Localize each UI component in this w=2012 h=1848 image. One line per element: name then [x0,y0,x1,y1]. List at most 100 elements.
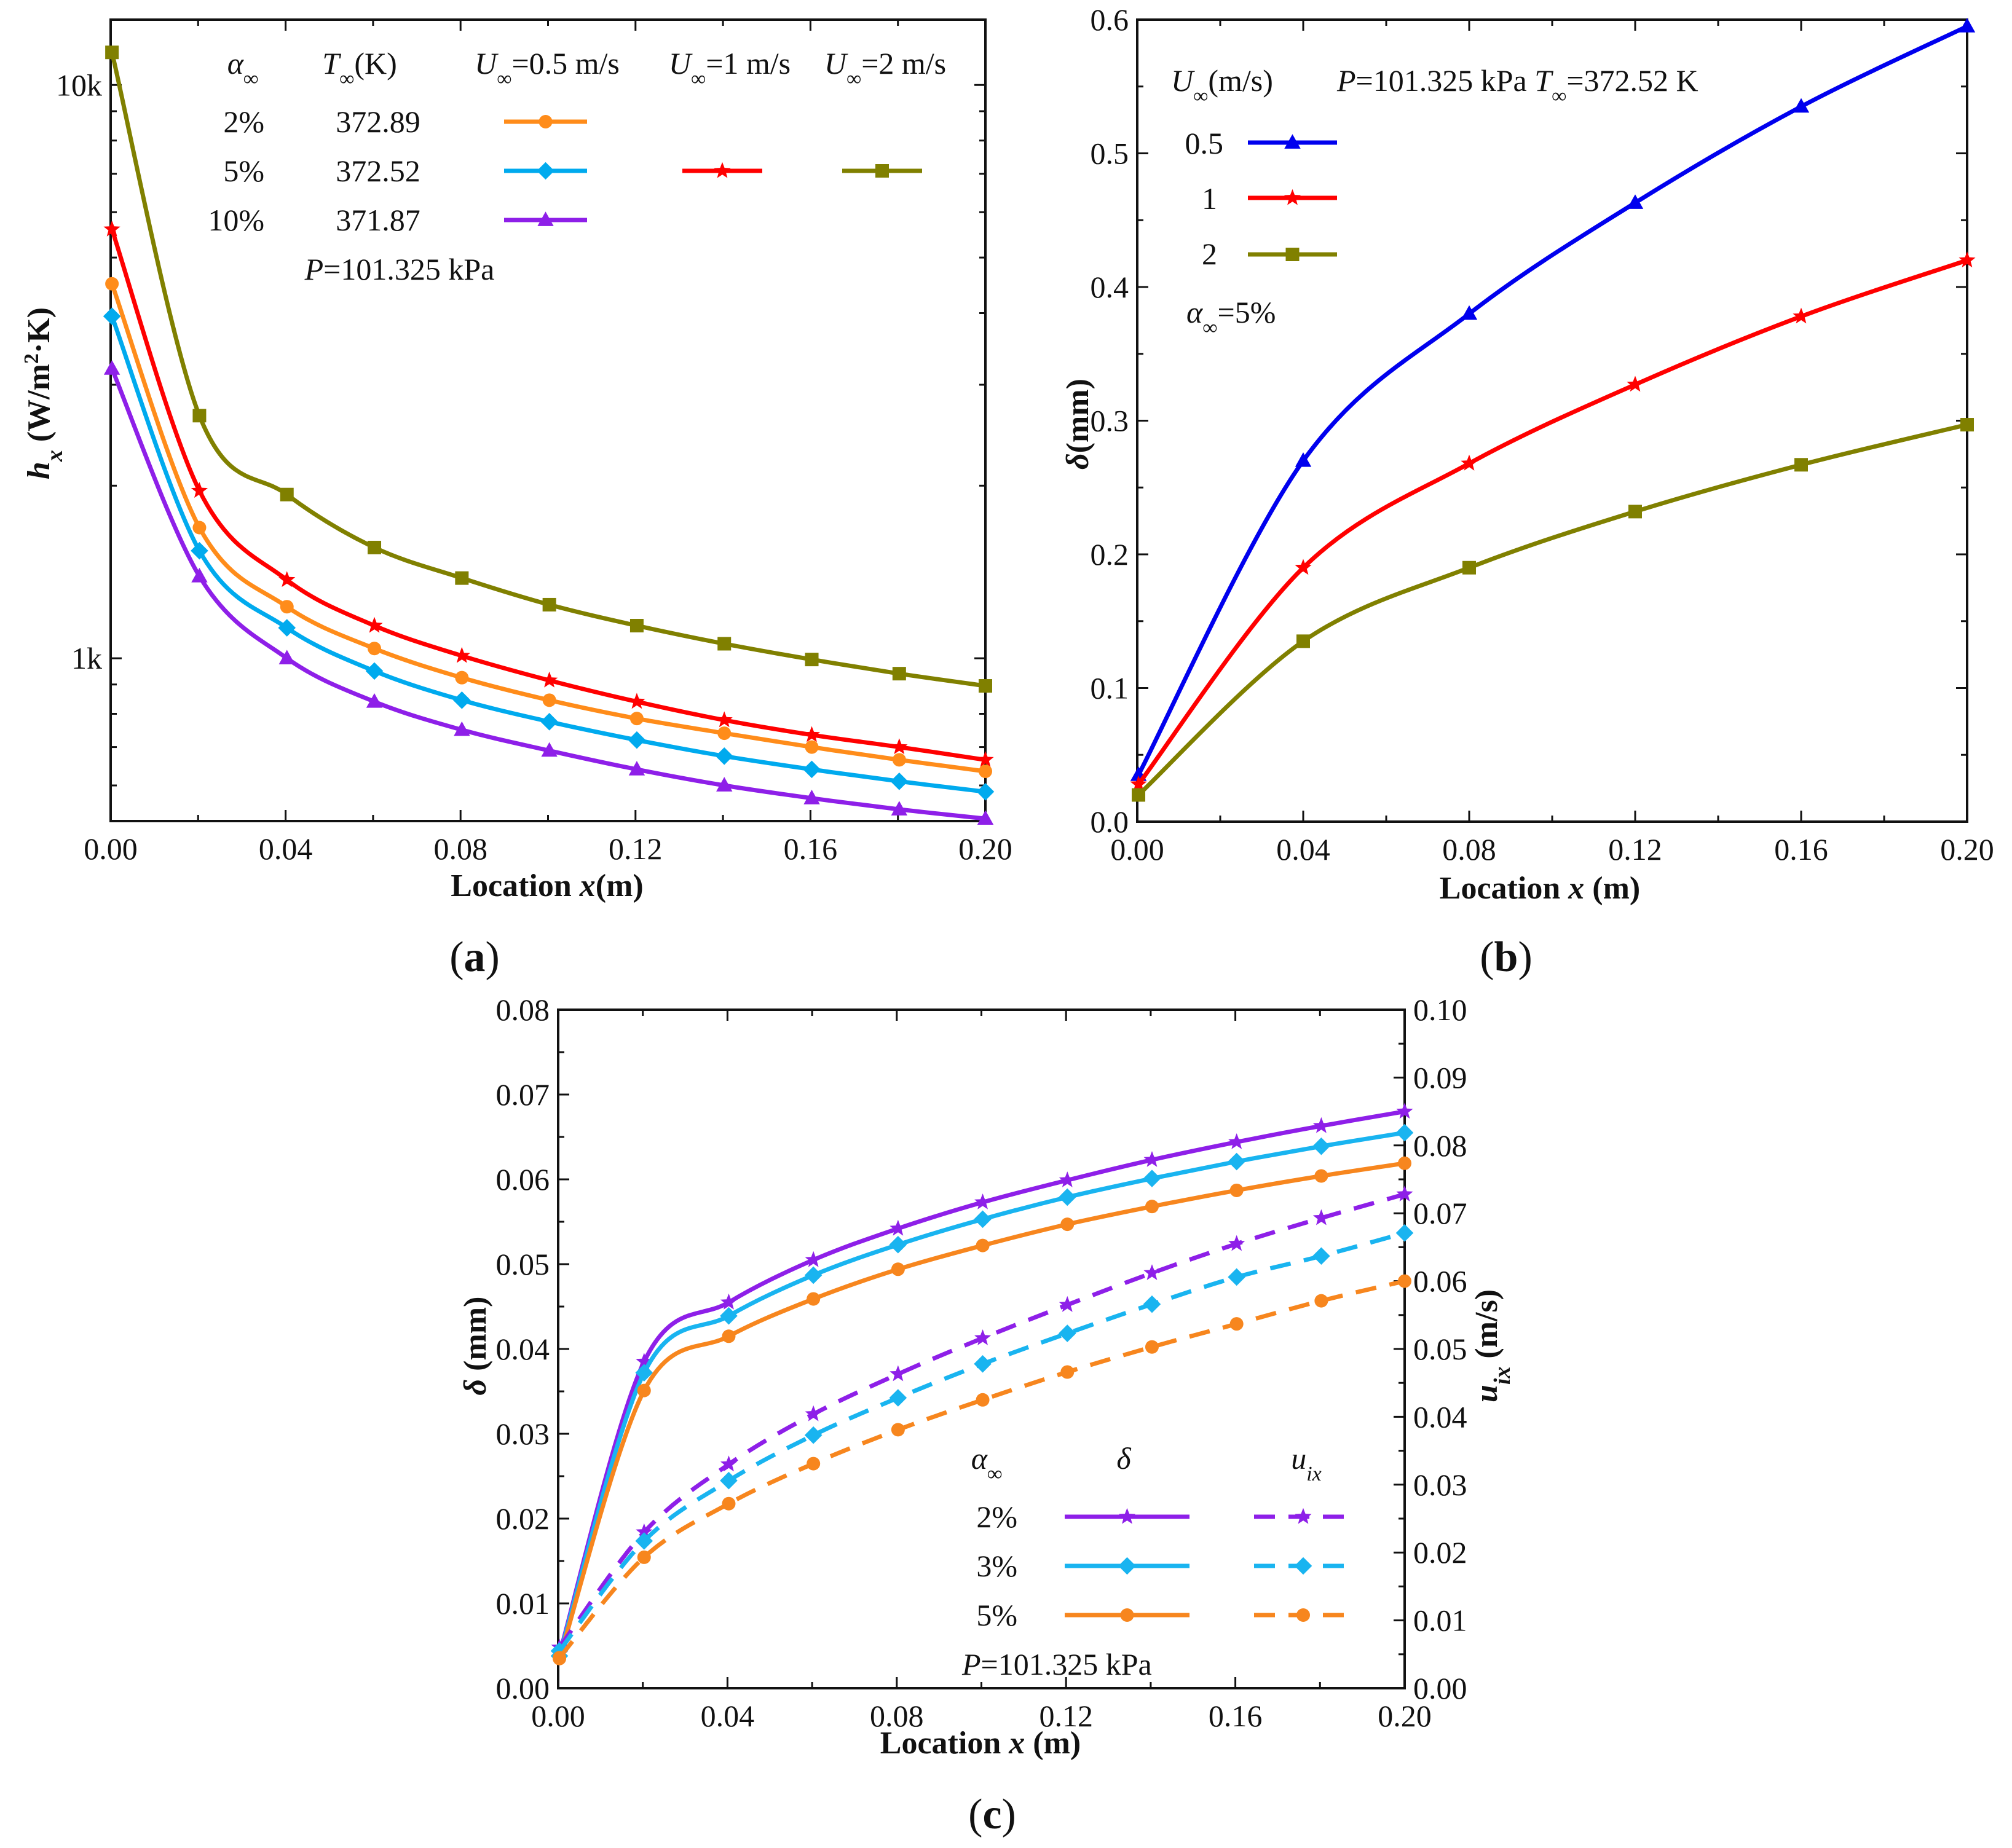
panel-b-ytick-label: 0.1 [1091,671,1129,706]
panel-c-legend-swatch-uix-5-marker [1296,1608,1310,1622]
panel-c-series-4-point-10 [1395,1224,1414,1242]
panel-a-series-3-point-1 [191,541,208,560]
panel-c-ytick-label: 0.05 [496,1247,550,1281]
panel-a-series-4-point-10 [977,810,994,825]
panel-c-series-3-point-9 [1312,1209,1330,1225]
panel-c-series-0-point-3 [805,1251,822,1267]
panel-c-series-0-point-7 [1143,1151,1161,1167]
panel-c-series-2-point-6 [1060,1217,1075,1232]
panel-b-xtick-label: 0.20 [1940,832,1994,867]
panel-a-series-1-point-7 [716,711,733,728]
panel-c-legend-label-3: 3% [976,1549,1017,1583]
panel-a-series-1-point-2 [278,571,296,588]
panel-a-chart: 0.00 0.04 0.08 0.12 0.16 0.20 1k 10k Location x… [20,18,1012,903]
panel-a-series-2-point-3 [368,642,382,656]
panel-b-ytick-label: 0.2 [1091,537,1129,572]
panel-c-y2tick-label: 0.07 [1413,1196,1467,1230]
panel-a-series-2-point-4 [455,670,469,685]
panel-a-series-2-point-5 [542,693,556,707]
panel-c-y2tick-label: 0.02 [1413,1535,1467,1570]
panel-c-series-4-point-9 [1312,1247,1330,1265]
panel-a-series-4-point-5 [541,742,558,757]
panel-a-legend-T-5: 372.52 [336,154,420,188]
panel-label-a: (a) [449,934,500,981]
panel-b-xtick-label: 0.08 [1442,832,1496,867]
panel-a-legend-alpha-10: 10% [208,203,264,237]
panel-a-legend-T-2: 372.89 [336,104,420,139]
panel-b-series-2-point-4 [1794,458,1808,472]
panel-a-series-1-point-6 [628,693,645,709]
panel-c-series-2-point-9 [1314,1169,1328,1183]
panel-c-legend-swatch-delta-5-marker [1120,1608,1134,1622]
panel-c-series-5-point-10 [1398,1274,1411,1288]
panel-b-series-group [1130,18,1976,802]
panel-c-series-5-point-5 [976,1393,990,1407]
panel-a-series-line-4 [109,368,986,821]
panel-b-series-line-2 [1137,422,1968,797]
panel-c-y-axis-label: δ (mm) [458,1297,493,1396]
panel-c-series-0-point-9 [1312,1117,1330,1133]
panel-c-legend-swatch-uix-2-marker [1295,1508,1312,1524]
panel-b-series-1-point-2 [1461,454,1478,471]
panel-a-x-axis-label: Location x(m) [451,868,643,903]
panel-c-series-2-point-7 [1145,1200,1159,1214]
panel-c-y2tick-label: 0.00 [1413,1671,1467,1705]
panel-c-series-line-5 [558,1279,1405,1659]
panel-c-series-5-point-1 [637,1550,651,1564]
panel-c-y2tick-label: 0.10 [1413,993,1467,1027]
panel-b-series-2-point-3 [1628,505,1642,519]
panel-a-ytick-label: 10k [56,68,102,102]
panel-a-xtick-label: 0.20 [958,832,1012,866]
panel-c-series-2-point-8 [1229,1183,1244,1197]
panel-a-series-0-point-8 [805,653,819,667]
panel-a-series-line-0 [109,52,986,688]
panel-label-c: (c) [968,1791,1016,1838]
panel-c-series-0-point-1 [636,1353,653,1369]
panel-c-series-2-point-4 [891,1262,905,1276]
panel-c-axis-ticks: 0.00 0.04 0.08 0.12 0.16 0.200.000.010.020.03… [496,993,1467,1733]
panel-a-legend-pressure: P=101.325 kPa [304,252,495,286]
panel-c-series-0-point-8 [1228,1133,1245,1149]
panel-b-xtick-label: 0.04 [1276,832,1330,867]
panel-c-series-1-point-6 [1058,1188,1076,1206]
panel-c-y2tick-label: 0.06 [1413,1264,1467,1299]
panel-a-series-2-point-2 [280,600,294,614]
panel-b-series-1-point-1 [1295,559,1312,575]
panel-c-series-5-point-4 [891,1423,905,1437]
panel-a-series-0-point-1 [192,409,207,423]
panel-c-series-3-point-7 [1143,1264,1161,1280]
panel-a-series-1-point-0 [103,220,120,237]
panel-b-series-0-point-4 [1793,98,1810,113]
panel-a-legend-swatch-05-10-marker [537,211,554,226]
panel-a-series-4-point-2 [278,650,295,664]
panel-b-series-1-point-3 [1627,375,1644,392]
panel-a-legend-u1-header: U∞=1 m/s [669,46,791,90]
panel-b-ytick-label: 0.5 [1091,136,1129,171]
panel-c-ytick-label: 0.03 [496,1417,550,1451]
panel-c-series-1-point-3 [804,1266,823,1284]
panel-c-legend: α∞ δ uix 2% 3% 5% P=101.325 kPa [961,1441,1352,1681]
panel-c-series-5-point-6 [1060,1365,1075,1379]
panel-c-x-axis-label: Location x (m) [880,1726,1081,1761]
panel-c-series-line-2 [557,1161,1405,1659]
panel-a-legend-swatches [504,115,922,226]
panel-a-series-0-point-3 [368,540,382,554]
panel-b-legend-swatch-05-marker [1284,134,1301,149]
panel-a-series-2-point-9 [892,753,906,767]
panel-a-legend-alpha-2: 2% [223,104,264,139]
panel-a-series-0-point-9 [892,667,906,681]
panel-a-series-3-point-2 [278,619,296,637]
panel-c-series-5-point-8 [1229,1317,1244,1331]
panel-c-series-3-point-8 [1228,1235,1245,1251]
panel-a-series-1-point-9 [891,738,908,755]
panel-b-series-2-point-5 [1960,418,1974,432]
panel-c-series-5-point-0 [553,1651,567,1665]
panel-c-series-1-point-5 [974,1210,992,1229]
panel-a-series-4-point-3 [366,693,383,708]
panel-a-series-4-point-9 [891,801,908,816]
panel-c-series-4-point-0 [550,1642,569,1660]
panel-b-legend-alpha-note: α∞=5% [1186,295,1276,339]
panel-c-ytick-label: 0.02 [496,1501,550,1536]
panel-b-series-0-point-3 [1627,194,1644,209]
panel-a-series-0-point-4 [455,571,469,585]
